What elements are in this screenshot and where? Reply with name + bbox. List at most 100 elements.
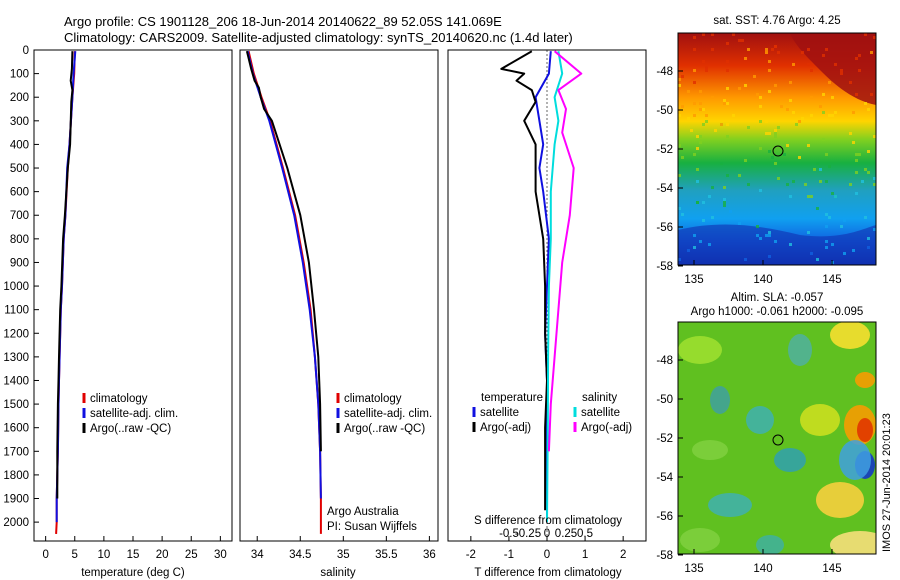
sst-pixel bbox=[687, 249, 690, 252]
sst-pixel bbox=[873, 183, 876, 186]
sst-pixel bbox=[699, 108, 702, 111]
sst-pixel bbox=[864, 33, 867, 36]
sst-pixel bbox=[867, 237, 870, 240]
sst-pixel bbox=[759, 120, 762, 123]
map-lat-tick-label: -48 bbox=[656, 66, 673, 78]
depth-tick-label: 1300 bbox=[3, 352, 29, 364]
sst-pixel bbox=[708, 243, 711, 246]
difference-xtick-label: -1 bbox=[504, 549, 514, 561]
sst-pixel bbox=[714, 129, 717, 132]
s-diff-tick-label: -0.25 bbox=[515, 528, 541, 540]
sst-pixel bbox=[792, 180, 795, 183]
sla-anomaly-blob bbox=[680, 528, 720, 552]
sla-map-panel: Altim. SLA: -0.057 Argo h1000: -0.061 h2… bbox=[656, 292, 877, 575]
sst-pixel bbox=[693, 102, 696, 105]
sst-pixel bbox=[747, 48, 750, 51]
sst-pixel bbox=[696, 168, 699, 171]
sst-pixel bbox=[840, 225, 843, 228]
temperature-series-2 bbox=[56, 51, 74, 499]
sla-anomaly-blob bbox=[678, 336, 722, 364]
difference-top-xlabel: S difference from climatology bbox=[474, 515, 622, 527]
sst-pixel bbox=[873, 228, 876, 231]
sst-pixel bbox=[774, 45, 777, 48]
sst-pixel bbox=[858, 69, 861, 72]
legend-entry: climatology bbox=[90, 393, 148, 405]
sst-pixel bbox=[852, 111, 855, 114]
map-lat-tick-label: -54 bbox=[656, 472, 673, 484]
sst-pixel bbox=[693, 81, 696, 84]
sst-pixel bbox=[834, 195, 837, 198]
sst-pixel bbox=[678, 144, 681, 147]
temperature-plot-frame bbox=[33, 49, 233, 542]
sst-pixel bbox=[765, 48, 768, 51]
sla-anomaly-blob bbox=[710, 386, 730, 414]
sst-pixel bbox=[804, 183, 807, 186]
salinity-plot-frame bbox=[239, 49, 439, 542]
sst-pixel bbox=[711, 33, 714, 36]
legend-entry: satellite bbox=[581, 407, 620, 419]
sst-pixel bbox=[825, 213, 828, 216]
sst-pixel bbox=[693, 69, 696, 72]
sst-pixel bbox=[807, 63, 810, 66]
sst-pixel bbox=[870, 93, 873, 96]
legend-entry: Argo(-adj) bbox=[581, 422, 632, 434]
sst-pixel bbox=[693, 36, 696, 39]
sst-pixel bbox=[765, 234, 768, 237]
sst-pixel bbox=[798, 120, 801, 123]
sst-pixel bbox=[759, 147, 762, 150]
sla-anomaly-blob bbox=[774, 448, 806, 472]
sst-pixel bbox=[840, 72, 843, 75]
sst-warm-plume bbox=[790, 33, 876, 105]
sst-pixel bbox=[816, 207, 819, 210]
sst-pixel bbox=[768, 132, 771, 135]
sst-pixel bbox=[711, 186, 714, 189]
sst-pixel bbox=[702, 123, 705, 126]
depth-tick-label: 900 bbox=[10, 257, 29, 269]
sst-pixel bbox=[753, 75, 756, 78]
sst-pixel bbox=[723, 99, 726, 102]
depth-tick-label: 800 bbox=[10, 234, 29, 246]
depth-tick-label: 0 bbox=[23, 45, 29, 57]
sst-pixel bbox=[699, 240, 702, 243]
sst-pixel bbox=[678, 114, 681, 117]
sst-map-title: sat. SST: 4.76 Argo: 4.25 bbox=[713, 15, 840, 27]
sst-pixel bbox=[744, 84, 747, 87]
sst-pixel bbox=[867, 216, 870, 219]
sst-pixel bbox=[768, 255, 771, 258]
sst-pixel bbox=[867, 246, 870, 249]
sst-pixel bbox=[786, 144, 789, 147]
sla-anomaly-blob bbox=[855, 372, 875, 388]
sla-anomaly-blob bbox=[816, 482, 864, 518]
sst-pixel bbox=[681, 156, 684, 159]
sst-pixel bbox=[810, 96, 813, 99]
sst-pixel bbox=[732, 33, 735, 36]
sst-pixel bbox=[690, 129, 693, 132]
depth-tick-label: 100 bbox=[10, 69, 29, 81]
sst-pixel bbox=[756, 225, 759, 228]
legend-entry: satellite bbox=[480, 407, 519, 419]
salinity-xtick-label: 35 bbox=[337, 549, 350, 561]
depth-tick-label: 1500 bbox=[3, 399, 29, 411]
sst-pixel bbox=[777, 177, 780, 180]
sst-pixel bbox=[801, 117, 804, 120]
sst-pixel bbox=[789, 243, 792, 246]
sst-pixel bbox=[768, 90, 771, 93]
sst-pixel bbox=[708, 195, 711, 198]
sst-pixel bbox=[849, 183, 852, 186]
depth-tick-label: 1100 bbox=[4, 305, 29, 317]
sst-pixel bbox=[789, 81, 792, 84]
depth-tick-label: 1800 bbox=[3, 470, 29, 482]
sst-pixel bbox=[705, 69, 708, 72]
legend-entry: Argo(..raw -QC) bbox=[344, 423, 425, 435]
sst-pixel bbox=[825, 225, 828, 228]
depth-tick-label: 2000 bbox=[3, 517, 29, 529]
sst-pixel bbox=[681, 213, 684, 216]
sst-pixel bbox=[864, 168, 867, 171]
legend-entry: Argo(-adj) bbox=[480, 422, 531, 434]
sst-pixel bbox=[759, 105, 762, 108]
sst-pixel bbox=[759, 189, 762, 192]
legend-entry: satellite-adj. clim. bbox=[344, 408, 432, 420]
sla-anomaly-blob bbox=[756, 535, 784, 554]
sst-pixel bbox=[810, 114, 813, 117]
sst-pixel bbox=[723, 198, 726, 201]
